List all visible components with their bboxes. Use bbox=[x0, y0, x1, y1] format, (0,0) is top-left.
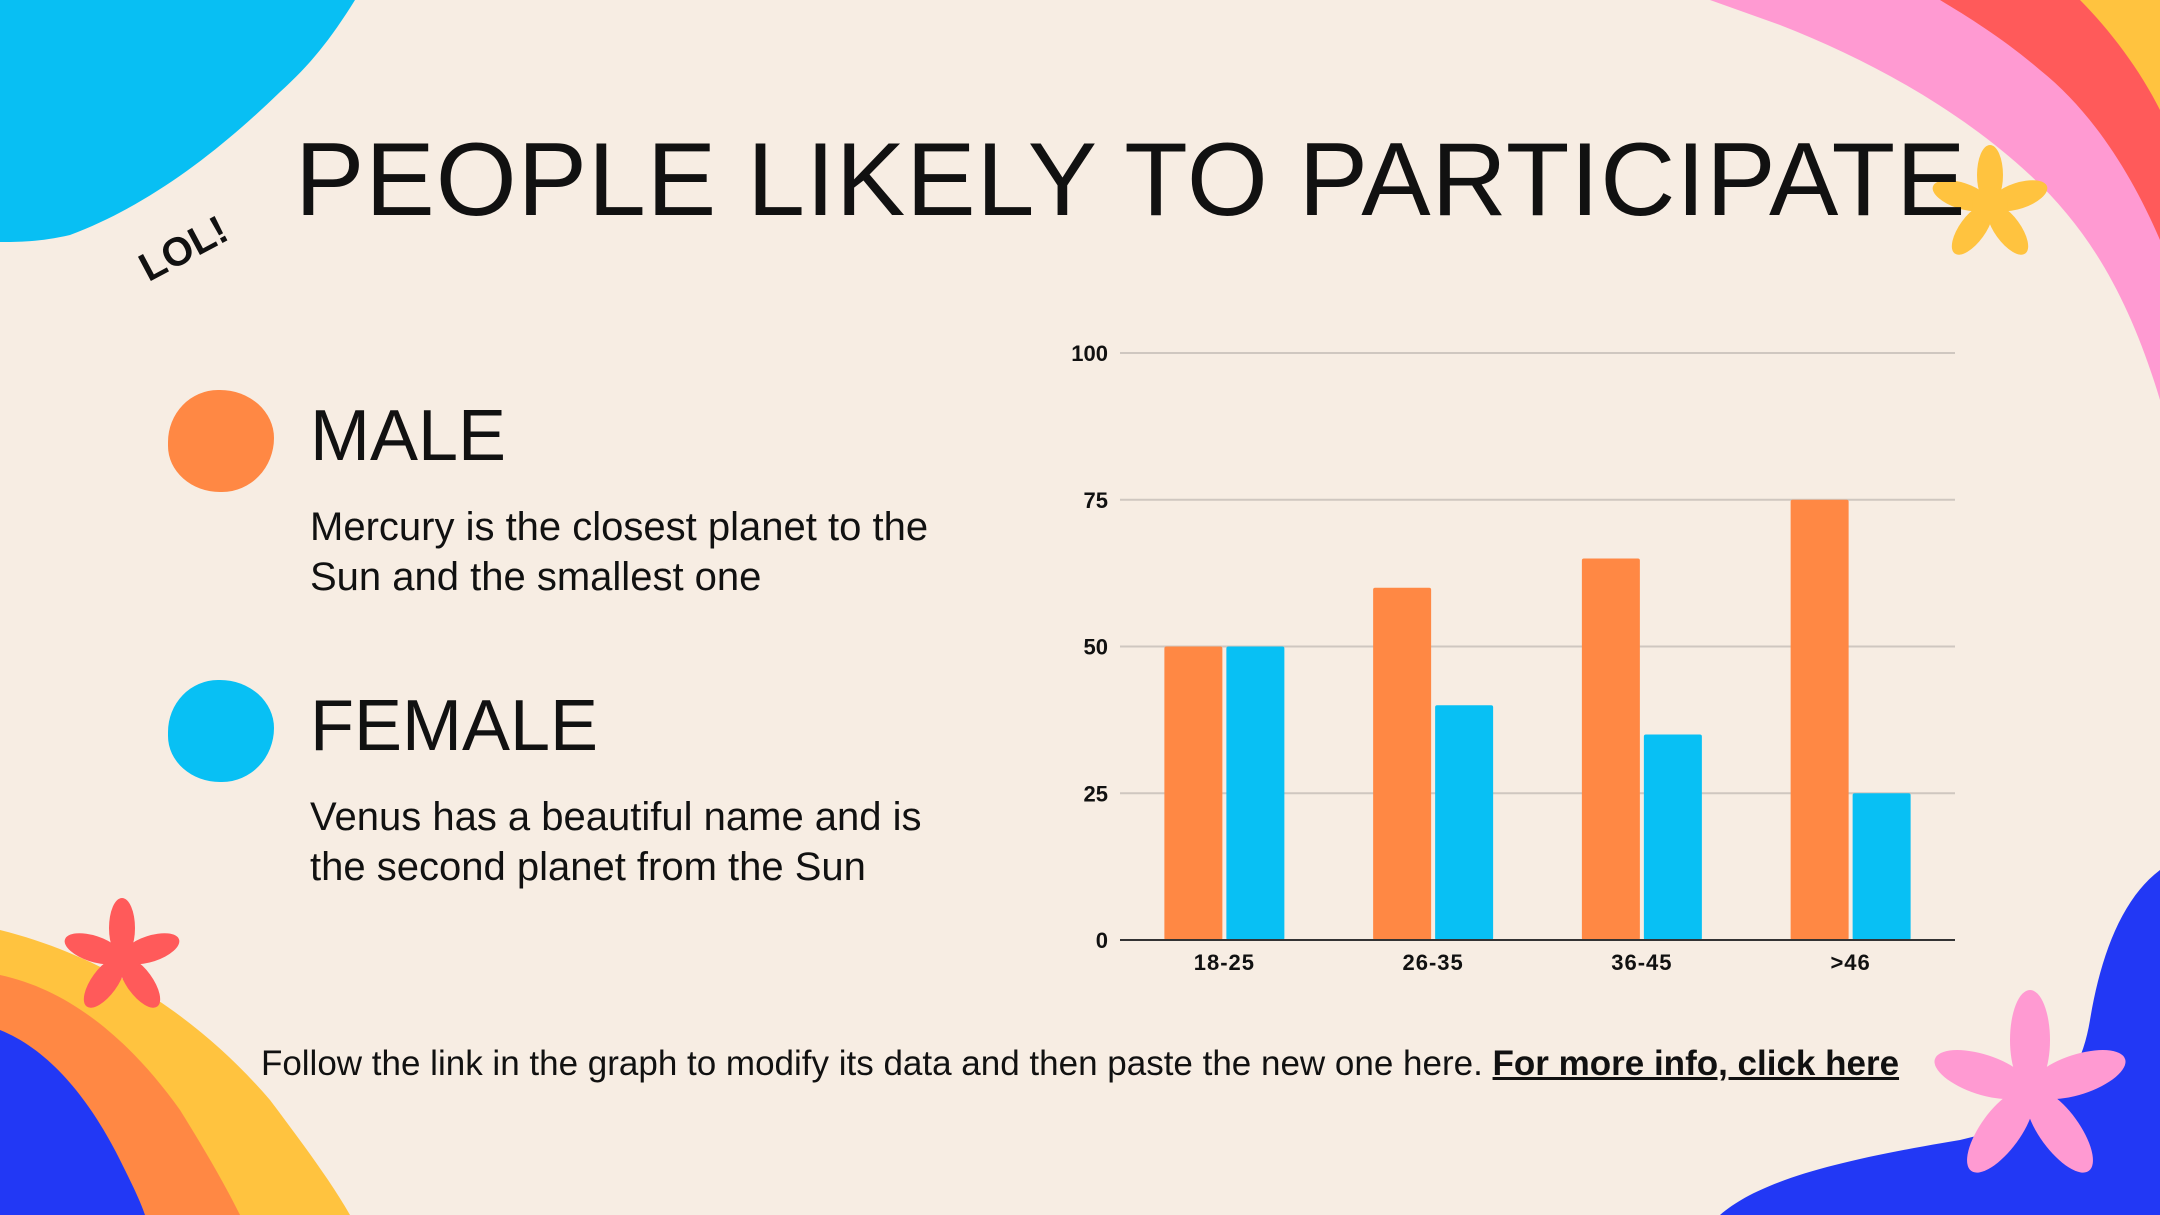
bar-female-2 bbox=[1643, 734, 1702, 940]
legend-label-male: MALE bbox=[310, 396, 507, 476]
female-color-swatch bbox=[168, 680, 274, 782]
x-tick-label: 26-35 bbox=[1402, 950, 1463, 975]
pink-flower-icon bbox=[1934, 990, 2126, 1173]
top-right-pink-wave bbox=[1710, 0, 2160, 400]
x-tick-label: 18-25 bbox=[1194, 950, 1255, 975]
male-color-swatch bbox=[168, 390, 274, 492]
legend-description-male: Mercury is the closest planet to the Sun… bbox=[310, 505, 929, 599]
page-title: PEOPLE LIKELY TO PARTICIPATE bbox=[295, 122, 1967, 238]
lol-sticker: LOL! bbox=[132, 208, 235, 288]
x-tick-label: 36-45 bbox=[1611, 950, 1672, 975]
bar-male-3 bbox=[1790, 499, 1849, 940]
legend-label-female: FEMALE bbox=[310, 686, 599, 766]
y-tick-label: 50 bbox=[1084, 635, 1108, 660]
y-tick-label: 0 bbox=[1096, 928, 1108, 953]
footer: Follow the link in the graph to modify i… bbox=[0, 1044, 2160, 1084]
y-tick-label: 75 bbox=[1084, 488, 1108, 513]
footer-text: Follow the link in the graph to modify i… bbox=[260, 1044, 1483, 1083]
red-flower-icon bbox=[64, 898, 180, 1008]
bar-chart[interactable]: 0 25 50 75 100 18-25 26-35 36-45 >46 bbox=[1040, 320, 1980, 1000]
lol-sticker-text: LOL! bbox=[132, 208, 235, 288]
bar-male-2 bbox=[1581, 558, 1640, 940]
bar-female-1 bbox=[1435, 705, 1494, 940]
bar-female-0 bbox=[1226, 646, 1285, 940]
top-left-blue-blob bbox=[0, 0, 355, 242]
more-info-link[interactable]: For more info, click here bbox=[1492, 1044, 1900, 1083]
yellow-flower-icon bbox=[1932, 145, 2048, 255]
top-right-red-wave bbox=[1940, 0, 2160, 240]
bar-male-1 bbox=[1373, 587, 1432, 940]
legend-description-female: Venus has a beautiful name and is the se… bbox=[310, 795, 922, 889]
bottom-left-blue-wave bbox=[0, 1030, 145, 1215]
bar-male-0 bbox=[1164, 646, 1223, 940]
y-tick-label: 25 bbox=[1084, 781, 1108, 806]
x-tick-label: >46 bbox=[1830, 950, 1870, 975]
y-tick-label: 100 bbox=[1071, 341, 1108, 366]
legend-item-female: FEMALE Venus has a beautiful name and is… bbox=[168, 680, 968, 940]
bar-female-3 bbox=[1852, 793, 1911, 940]
top-right-yellow-wave bbox=[2080, 0, 2160, 110]
legend-item-male: MALE Mercury is the closest planet to th… bbox=[168, 390, 968, 620]
